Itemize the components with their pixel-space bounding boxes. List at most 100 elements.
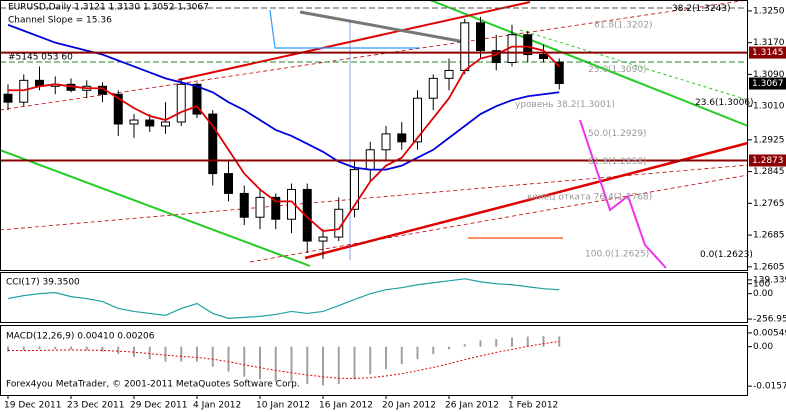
x-tick-label: 20 Jan 2012 [382,401,436,411]
note: #5145 053 60 [8,53,73,63]
histogram-bar [54,346,57,350]
histogram-bar [526,336,529,347]
y-tick-label: 1.2925 [753,135,785,145]
footer: Forex4you MetaTrader, © 2001-2011 MetaQu… [6,380,300,390]
candle-body [491,50,501,63]
histogram-bar [385,346,387,370]
y-tick-label: -0.01576 [753,382,786,392]
candle-body [334,208,344,238]
moving-average [7,23,560,171]
x-tick-label: 4 Jan 2012 [193,401,241,411]
candle-body [176,83,186,123]
histogram-bar [243,346,246,377]
candle-body [350,169,359,210]
price-label: 1.2873 [752,156,784,166]
price-label-box [749,154,786,167]
histogram-bar [259,346,261,380]
price-label: 1.3145 [752,48,784,58]
fib-label: 100.0(1.2625) [585,249,649,259]
forecast-path [579,119,667,269]
candle-body [129,119,139,125]
candle-body [444,69,454,79]
candle-body [224,173,233,194]
candle-body [208,113,218,175]
histogram-bar [274,346,277,382]
histogram-bar [322,346,324,386]
candle-body [255,196,265,218]
fib-label: 61.8(1.2858) [588,157,647,167]
histogram-bar [353,346,356,380]
trend-line [299,10,466,44]
y-tick-label: 1.3170 [753,38,785,48]
x-tick-label: 16 Jan 2012 [319,401,373,411]
candle-body [271,196,281,220]
x-tick-label: 19 Dec 2011 [4,401,62,411]
channel-line [0,149,311,267]
candle-body [381,133,391,151]
histogram-bar [306,346,309,385]
histogram-bar [416,346,419,360]
fib-label: 61.8(1.3202) [594,20,653,30]
drawings [0,0,749,269]
histogram-bar [400,346,403,365]
candle-body [161,121,170,127]
trend-line [177,1,531,81]
histogram-bar [38,346,41,350]
panel-frame [0,325,748,396]
candle-body [239,192,249,218]
plot-layer: 1.3250 1.3170 1.3090 1.3010 1.2925 1.2845 1.27… [0,3,786,411]
x-tick-label: 29 Dec 2011 [130,401,188,411]
trend-line [304,141,749,260]
histogram-bar [133,346,135,357]
indicator-line [269,9,420,49]
candle-body [145,119,155,127]
y-tick-label: 1.2605 [753,262,785,272]
trend-line [249,174,749,263]
fib-label: 23.6(1.3006) [695,98,754,108]
candle-body [113,93,123,125]
y-tick-label: 100 [753,279,770,289]
fib-label: 38.2(1.3243) [672,4,731,14]
histogram-bar [211,346,214,367]
candle-body [19,79,29,103]
x-tick-label: 1 Feb 2012 [508,401,558,411]
fib-label: 50.0(1.2929) [588,129,647,139]
histogram-bar [542,336,545,347]
y-tick-label: 1.3090 [753,70,785,80]
y-tick-label: 0.00 [753,342,773,352]
histogram-bar [432,346,435,355]
chart-title: EURUSD,Daily 1.3121 1.3130 1.3052 1.3067 [8,3,209,13]
candle-body [476,22,485,52]
signal-line [7,340,560,379]
histogram-bar [227,346,230,372]
histogram-bar [117,346,120,355]
histogram-bar [101,346,104,352]
fib-label: 0.0(1.2623) [700,250,753,260]
y-tick-label: 1.2845 [753,167,785,177]
trend-line [0,0,749,111]
panel-frame [0,272,748,323]
histogram-bar [196,346,198,362]
x-tick-label: 23 Dec 2011 [67,401,125,411]
candle-body [302,188,312,242]
histogram-bar [180,346,183,362]
y-tick-label: 1.3010 [753,102,785,112]
candle-body [523,34,533,56]
channel-line [519,29,749,101]
candle-body [192,83,202,115]
histogram-bar [369,346,372,375]
fib-label: 25.0(1.3090) [588,65,647,75]
histogram-bar [164,346,167,362]
x-tick-label: 10 Jan 2012 [256,401,310,411]
candle-body [554,61,564,85]
fib-label: уровень 38.2(1.3001) [515,100,615,110]
fib-label: конец отката 76.4(1.2768) [527,193,652,203]
price-label: 1.3067 [752,79,784,89]
histogram-bar [148,346,151,360]
histogram-bar [495,339,498,347]
histogram-bar [479,340,482,347]
y-tick-label: 139.3399 [753,275,786,285]
histogram-bar [337,346,340,385]
histogram-bar [290,346,293,382]
